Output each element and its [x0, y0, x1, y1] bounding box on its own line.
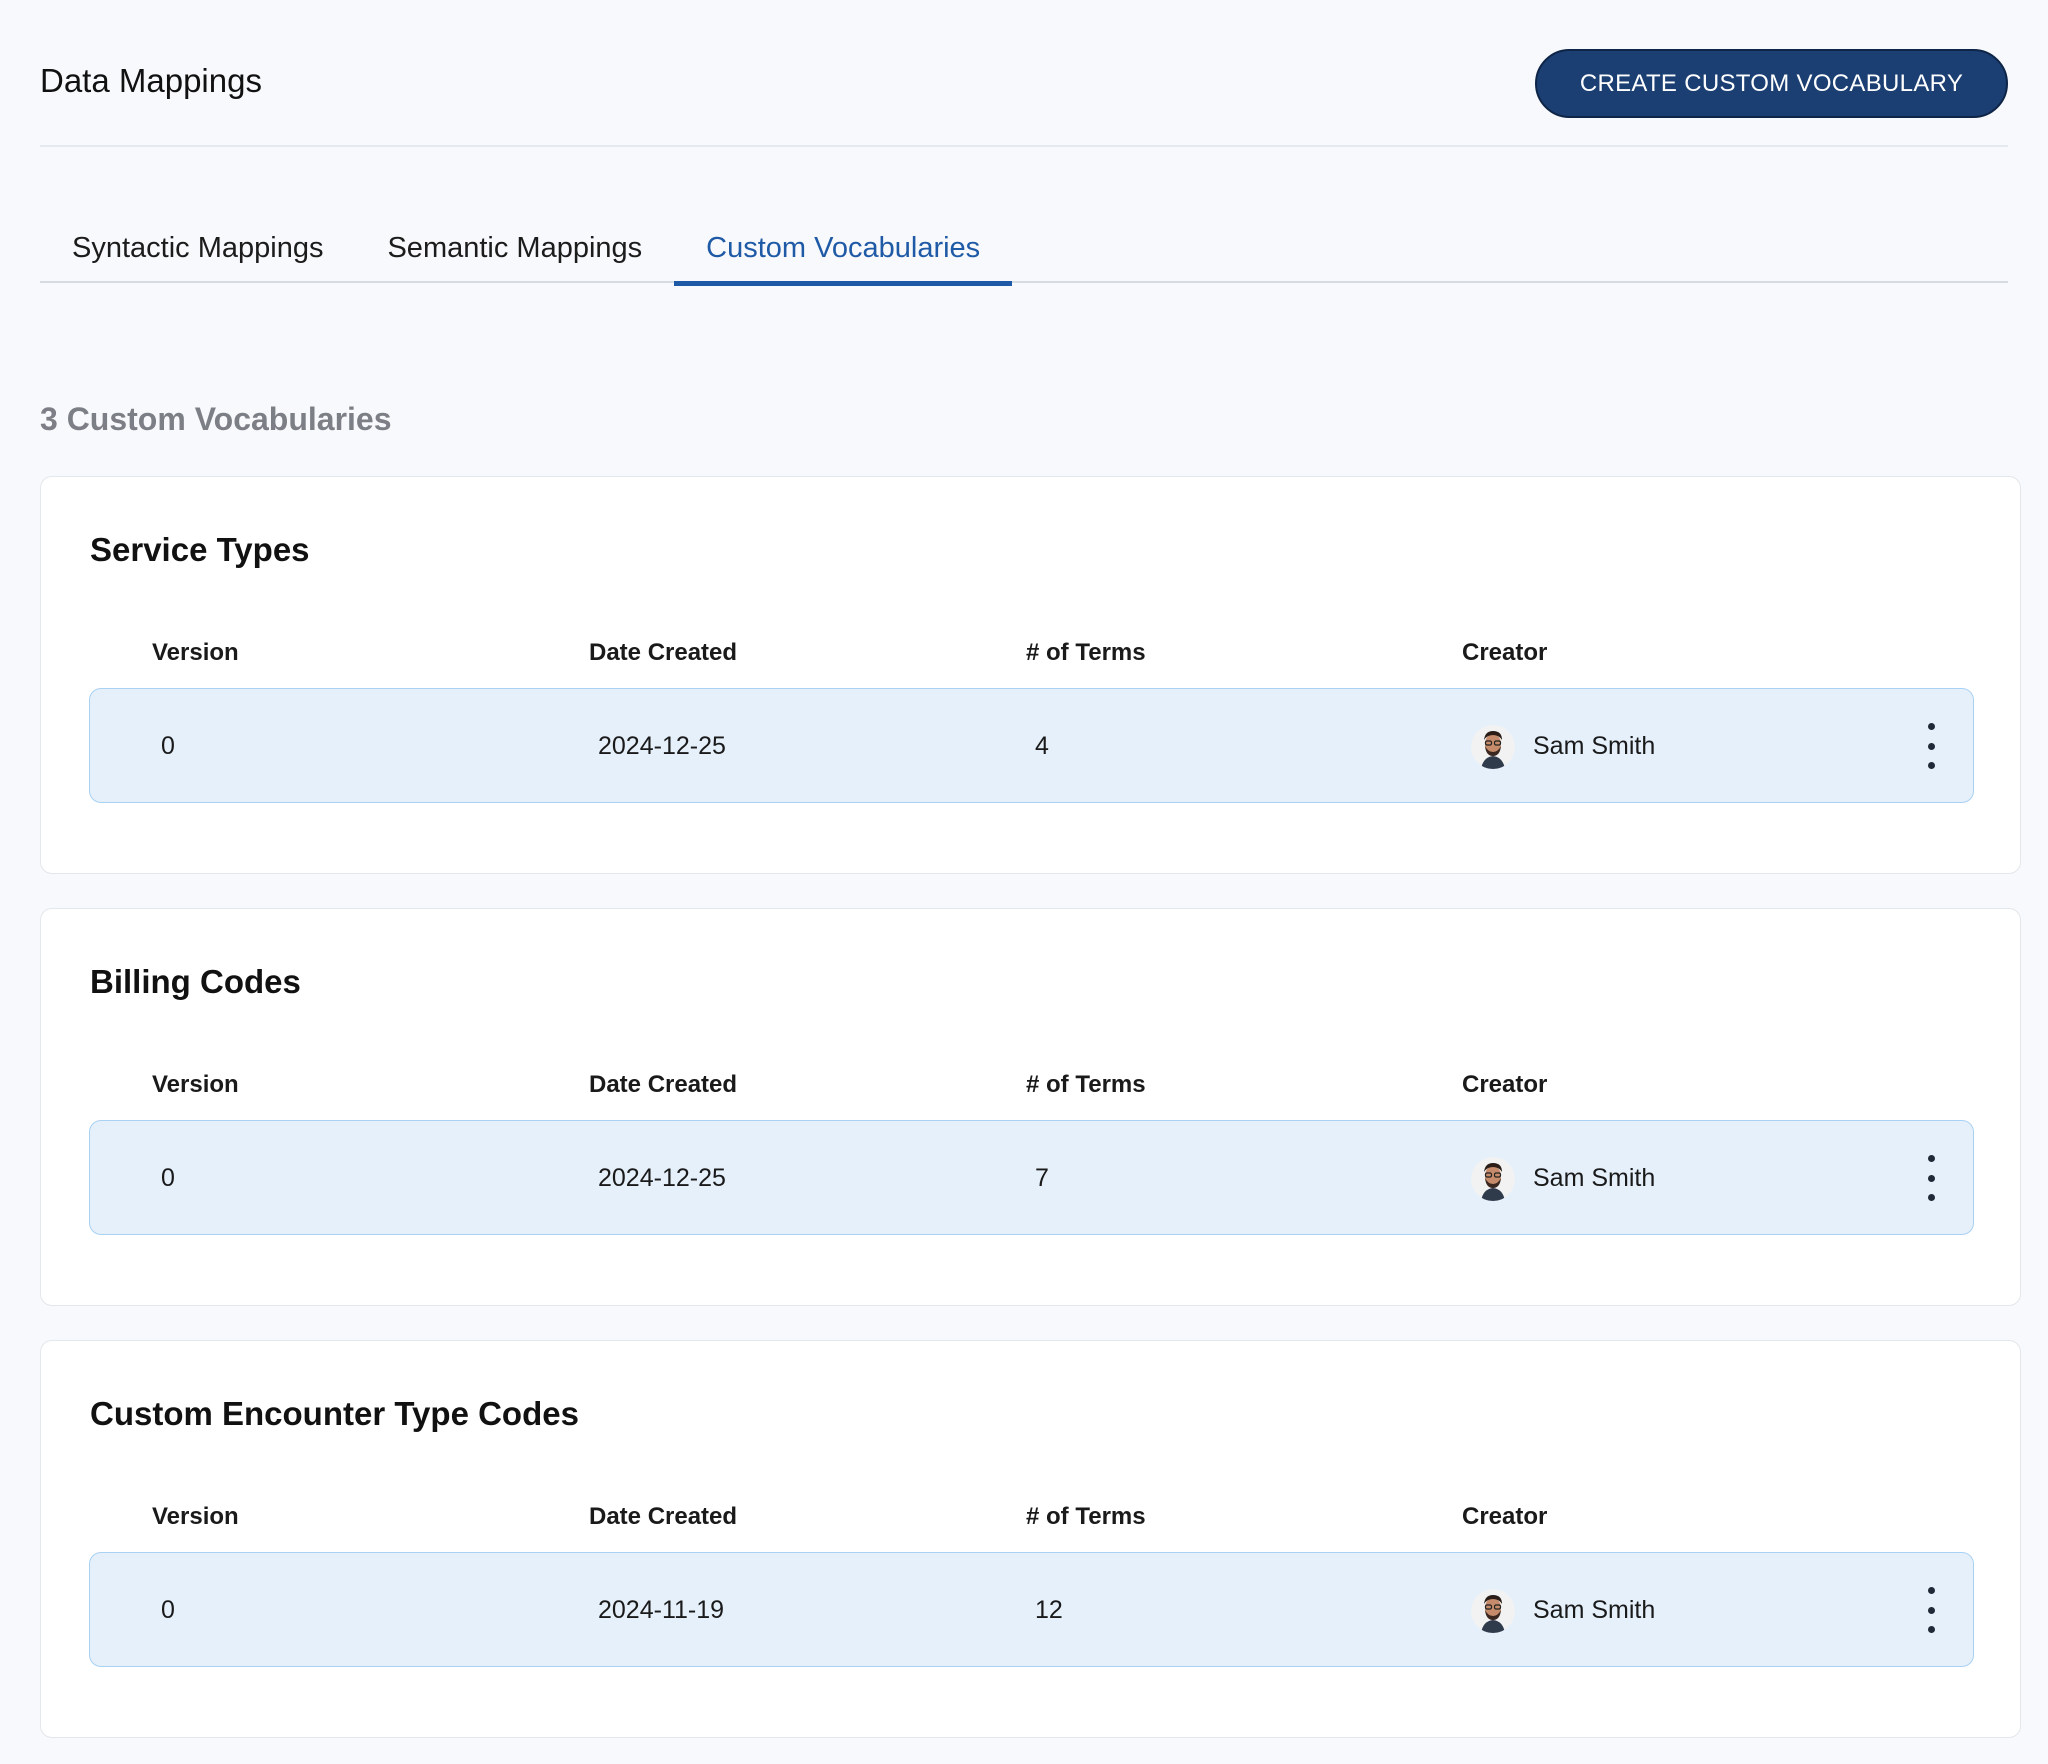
page-title: Data Mappings — [40, 62, 262, 99]
column-header-version: Version — [152, 1071, 239, 1098]
tab-syntactic-mappings[interactable]: Syntactic Mappings — [72, 232, 324, 264]
version-row[interactable]: 0 2024-12-25 4 Sam Smith — [89, 688, 1974, 803]
vocabulary-title: Custom Encounter Type Codes — [90, 1395, 579, 1432]
creator-name: Sam Smith — [1533, 1596, 1656, 1624]
version-row[interactable]: 0 2024-12-25 7 Sam Smith — [89, 1120, 1974, 1235]
vocabulary-title: Billing Codes — [90, 963, 301, 1000]
vocabulary-count: 3 Custom Vocabularies — [40, 401, 392, 437]
terms-count-cell: 4 — [1035, 732, 1049, 760]
vocabulary-list: Service Types Version Date Created # of … — [40, 476, 2021, 1738]
date-created-cell: 2024-12-25 — [598, 1164, 726, 1192]
vocabulary-card: Billing Codes Version Date Created # of … — [40, 908, 2021, 1306]
date-created-cell: 2024-12-25 — [598, 732, 726, 760]
version-row[interactable]: 0 2024-11-19 12 Sam Smith — [89, 1552, 1974, 1667]
terms-count-cell: 12 — [1035, 1596, 1063, 1624]
column-header-creator: Creator — [1462, 639, 1548, 666]
vocabulary-card: Service Types Version Date Created # of … — [40, 476, 2021, 874]
date-created-cell: 2024-11-19 — [598, 1596, 725, 1624]
tab-custom-vocabularies[interactable]: Custom Vocabularies — [674, 227, 1013, 286]
column-header-date-created: Date Created — [589, 1503, 738, 1530]
creator-name: Sam Smith — [1533, 732, 1656, 760]
column-header-terms: # of Terms — [1026, 1503, 1146, 1530]
page-header: Data Mappings CREATE CUSTOM VOCABULARY — [40, 0, 2008, 147]
tab-bar: Syntactic Mappings Semantic Mappings Cus… — [40, 227, 2008, 286]
creator-cell: Sam Smith — [1471, 689, 1655, 804]
tab-semantic-mappings[interactable]: Semantic Mappings — [387, 232, 643, 264]
creator-cell: Sam Smith — [1471, 1121, 1655, 1236]
avatar — [1471, 724, 1515, 769]
more-vertical-icon[interactable] — [1919, 723, 1943, 769]
column-header-date-created: Date Created — [589, 639, 738, 666]
creator-name: Sam Smith — [1533, 1164, 1656, 1192]
avatar — [1471, 1156, 1515, 1201]
create-custom-vocabulary-button[interactable]: CREATE CUSTOM VOCABULARY — [1535, 49, 2008, 118]
column-header-version: Version — [152, 639, 239, 666]
column-header-creator: Creator — [1462, 1071, 1548, 1098]
terms-count-cell: 7 — [1035, 1164, 1049, 1192]
vocabulary-card: Custom Encounter Type Codes Version Date… — [40, 1340, 2021, 1738]
more-vertical-icon[interactable] — [1919, 1587, 1943, 1633]
version-cell: 0 — [161, 732, 175, 760]
vocabulary-title: Service Types — [90, 531, 310, 568]
avatar — [1471, 1588, 1515, 1633]
column-header-version: Version — [152, 1503, 239, 1530]
version-cell: 0 — [161, 1596, 175, 1624]
column-header-creator: Creator — [1462, 1503, 1548, 1530]
more-vertical-icon[interactable] — [1919, 1155, 1943, 1201]
column-header-date-created: Date Created — [589, 1071, 738, 1098]
column-header-terms: # of Terms — [1026, 1071, 1146, 1098]
creator-cell: Sam Smith — [1471, 1553, 1655, 1668]
version-cell: 0 — [161, 1164, 175, 1192]
column-header-terms: # of Terms — [1026, 639, 1146, 666]
